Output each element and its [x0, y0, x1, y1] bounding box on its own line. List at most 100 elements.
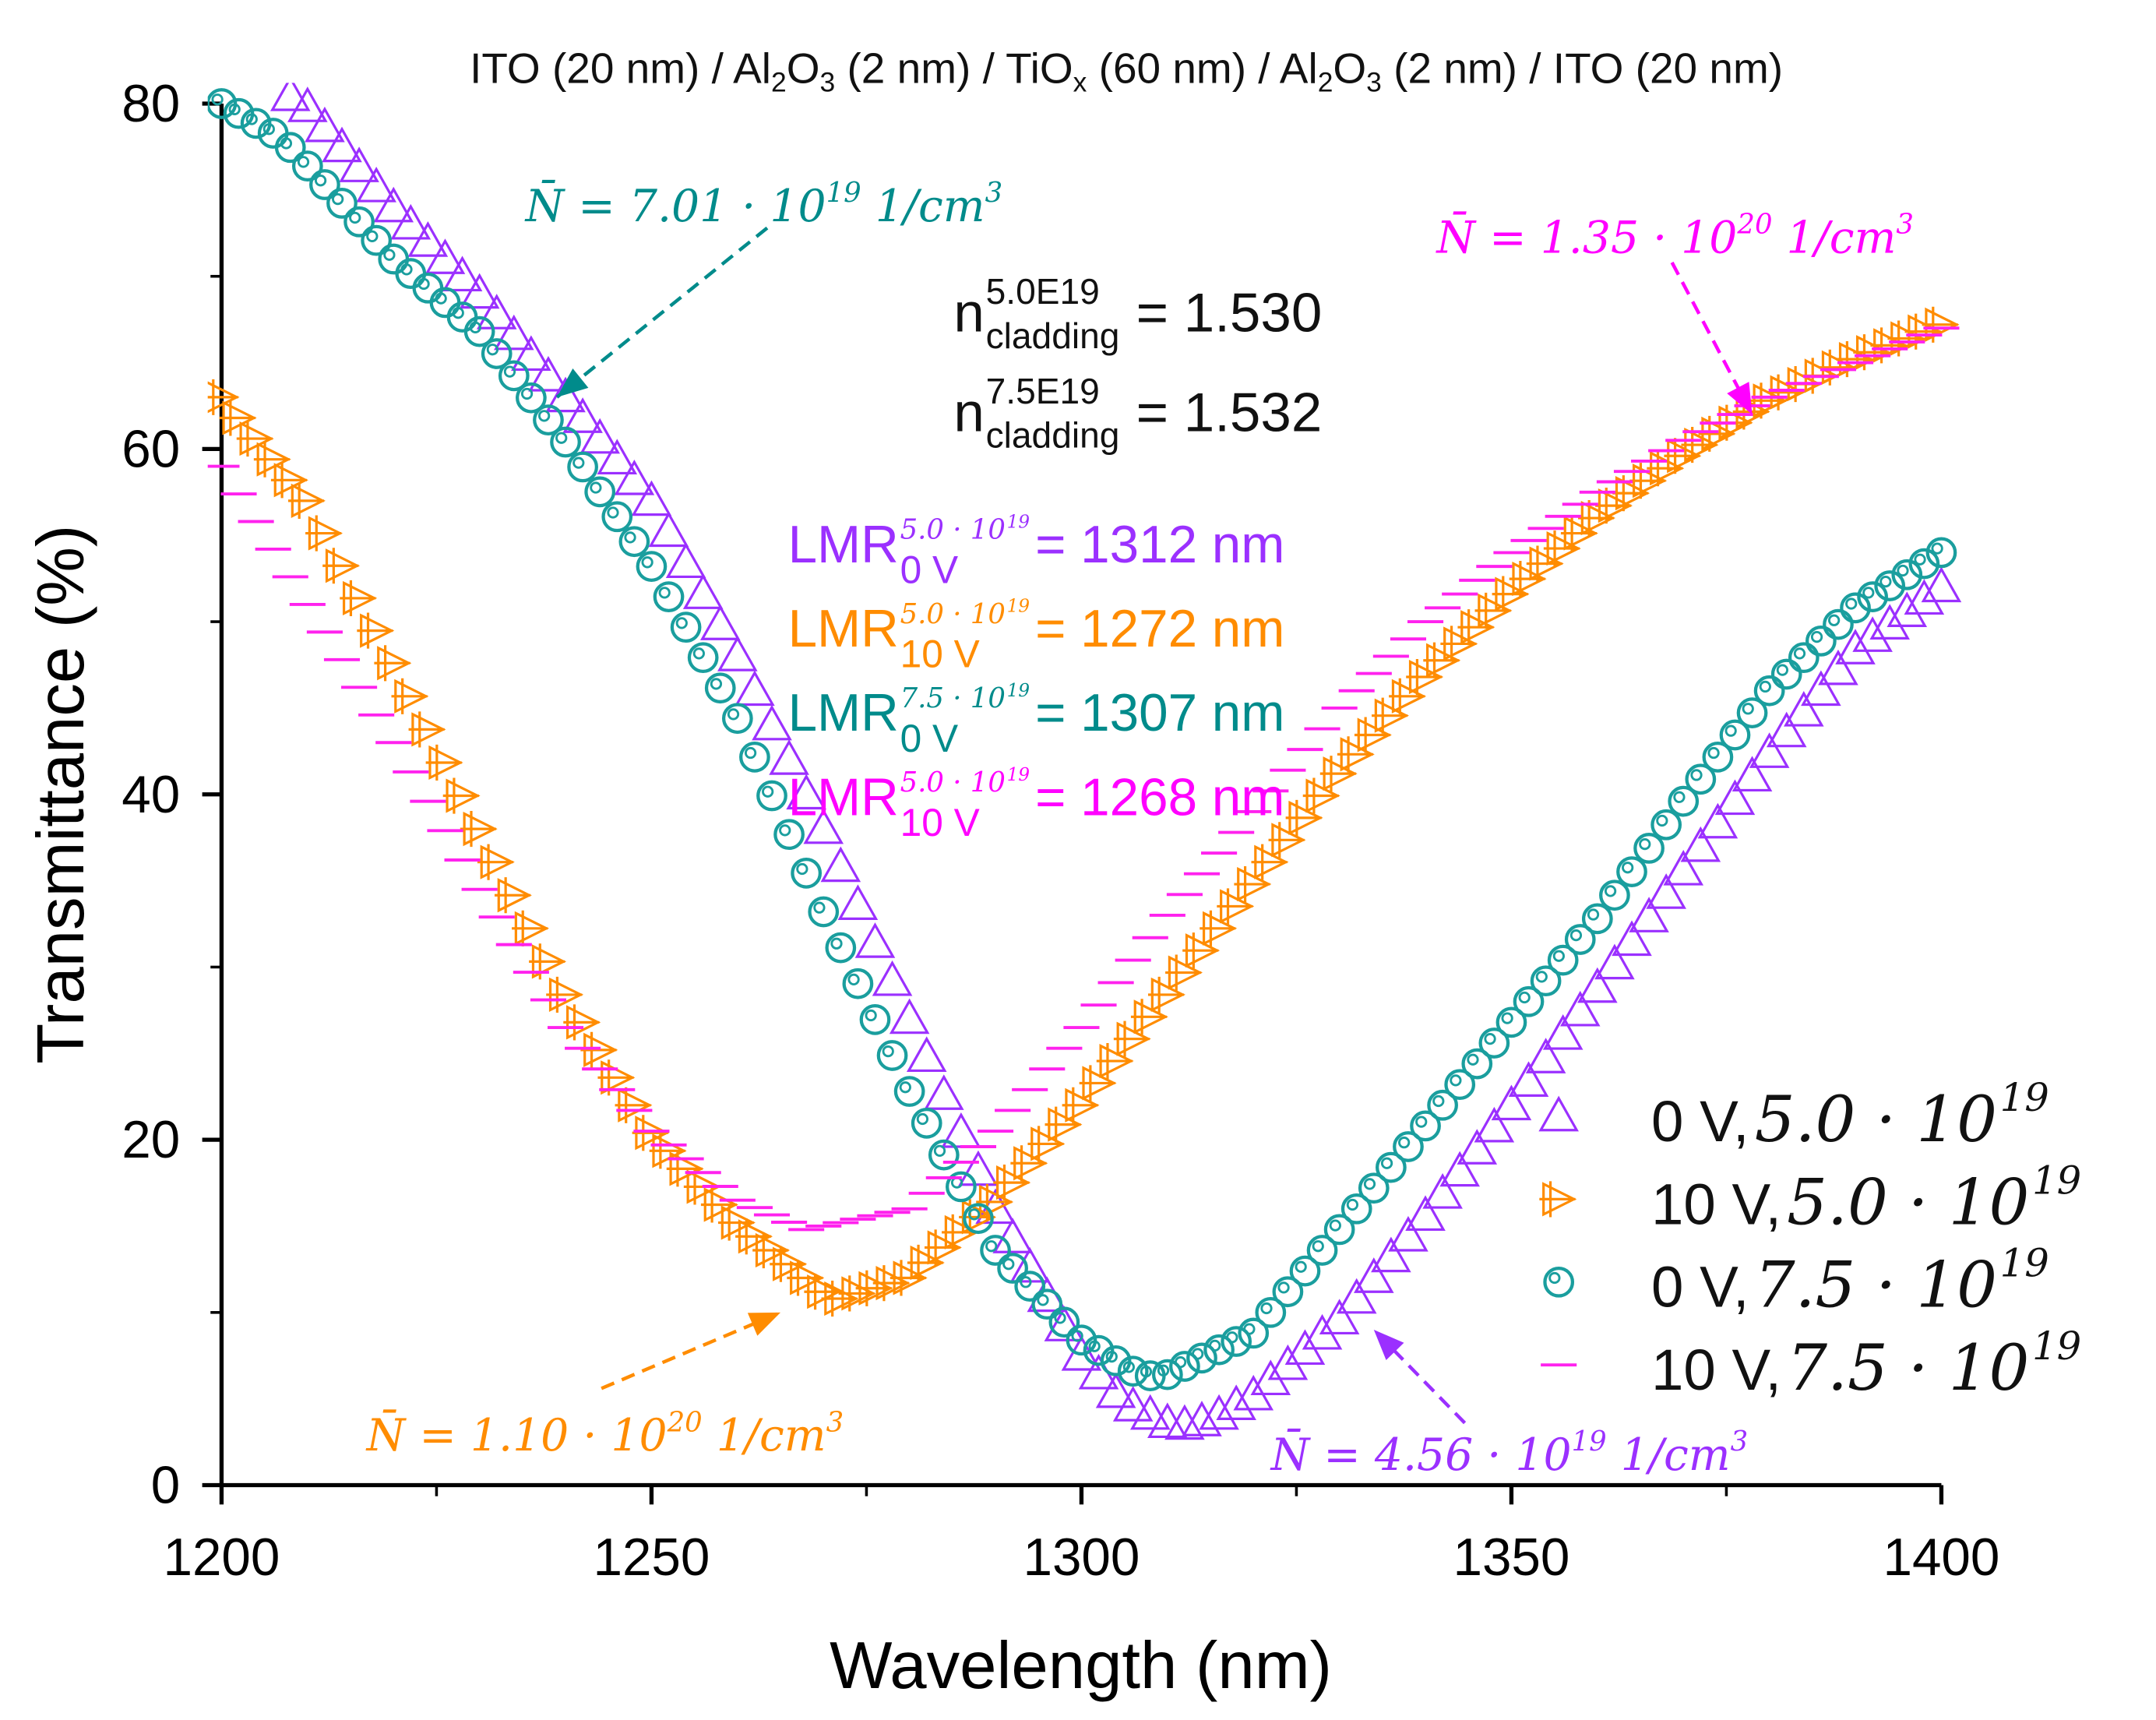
data-point: [545, 376, 586, 413]
data-point: [872, 960, 913, 996]
data-point-inner: [1398, 1137, 1411, 1149]
data-point: [1668, 785, 1700, 817]
data-point: [390, 203, 432, 240]
data-point-inner: [555, 432, 568, 444]
data-point: [584, 476, 616, 508]
data-point-inner: [1707, 746, 1720, 760]
data-point: [1302, 777, 1340, 814]
data-point: [735, 1218, 773, 1255]
data-point: [821, 1281, 859, 1317]
data-point: [1371, 1236, 1411, 1273]
series-4: [207, 326, 1960, 1232]
y-axis-label: Transmittance (%): [24, 525, 98, 1064]
legend-label-exp: 19: [2000, 1241, 2049, 1286]
data-point: [529, 943, 567, 980]
data-point: [511, 335, 551, 372]
data-point-inner: [779, 824, 791, 837]
data-point: [1869, 604, 1910, 640]
data-point: [512, 910, 549, 946]
data-point: [601, 501, 633, 533]
data-point-inner: [933, 1144, 946, 1157]
data-point: [408, 711, 446, 748]
data-point-inner: [228, 103, 241, 115]
data-point: [769, 739, 809, 775]
data-point: [1633, 833, 1665, 864]
data-point-inner: [1656, 814, 1668, 827]
lmr-sup-exp: 19: [1007, 681, 1030, 701]
data-point: [704, 672, 736, 704]
data-point-inner: [366, 230, 379, 242]
data-point: [1096, 1042, 1134, 1080]
data-point: [872, 1265, 911, 1302]
chart-title: ITO (20 nm) / Al2O3 (2 nm) / TiOx (60 nm…: [470, 44, 1783, 97]
data-point-inner: [1002, 1258, 1015, 1271]
data-point: [1439, 1151, 1480, 1187]
data-point-inner: [452, 307, 464, 319]
data-point: [1323, 1214, 1355, 1246]
data-point: [1422, 1172, 1463, 1209]
data-point: [425, 238, 466, 274]
data-point: [1767, 374, 1805, 411]
data-point: [1061, 1334, 1102, 1371]
data-point: [322, 548, 361, 584]
data-point: [1151, 1359, 1183, 1390]
data-point: [291, 150, 323, 182]
data-point: [1200, 910, 1238, 946]
data-point: [373, 186, 414, 223]
data-point: [1852, 616, 1893, 652]
data-point: [1853, 334, 1891, 371]
data-point: [1238, 1317, 1270, 1349]
data-point-inner: [435, 292, 447, 305]
data-point-inner: [1690, 769, 1703, 781]
data-point-inner: [968, 1208, 981, 1221]
data-point: [1062, 1087, 1100, 1123]
density-annotation: N̄ = 1.10 · 1020 1/cm3: [365, 1310, 844, 1461]
data-point: [1079, 1065, 1117, 1101]
data-point: [1904, 313, 1943, 350]
data-point: [1014, 1271, 1046, 1302]
legend-label-math: 7.5 · 10: [1755, 1249, 1997, 1323]
data-point: [1389, 678, 1427, 714]
data-point: [911, 1107, 942, 1139]
y-tick-label: 60: [122, 420, 180, 478]
data-point: [1836, 341, 1874, 378]
legend-item: 0 V, 7.5 · 10 19: [1543, 1241, 2049, 1323]
data-point: [906, 1036, 947, 1073]
data-point-inner: [297, 156, 310, 168]
data-point: [533, 404, 564, 436]
data-point: [653, 581, 685, 613]
density-label: N̄ = 1.35 · 1020 1/cm3: [1435, 209, 1914, 264]
data-point-inner: [813, 901, 826, 914]
data-point: [1818, 649, 1858, 686]
data-point: [1083, 1334, 1115, 1366]
data-point: [717, 636, 758, 671]
x-axis-label: Wavelength (nm): [830, 1629, 1332, 1703]
data-point-inner: [830, 937, 843, 950]
data-point: [1027, 1126, 1066, 1162]
data-point-inner: [1071, 1330, 1083, 1342]
data-point: [580, 418, 620, 454]
legend-item: 10 V, 7.5 · 10 19: [1541, 1323, 2081, 1405]
data-point: [1495, 1006, 1527, 1038]
data-point: [287, 86, 328, 122]
data-point-inner: [675, 617, 688, 629]
data-point: [773, 819, 805, 851]
data-point: [700, 1186, 738, 1223]
data-point: [1199, 1394, 1239, 1430]
data-point: [361, 224, 393, 256]
data-point: [460, 811, 498, 848]
lmr-note: LMR 5.0 · 10 19 10 V = 1272 nm: [788, 597, 1285, 676]
cladding-value: = 1.530: [1136, 283, 1323, 344]
data-point-inner: [1467, 1053, 1479, 1066]
data-point: [1203, 1334, 1235, 1366]
data-point-inner: [692, 647, 705, 660]
data-point: [963, 1203, 994, 1235]
data-point: [1594, 943, 1635, 980]
data-point-inner: [1742, 703, 1754, 715]
data-point: [1048, 1306, 1080, 1338]
lmr-value: = 1307 nm: [1035, 684, 1284, 742]
data-point: [946, 1171, 977, 1203]
data-point: [1629, 463, 1668, 499]
